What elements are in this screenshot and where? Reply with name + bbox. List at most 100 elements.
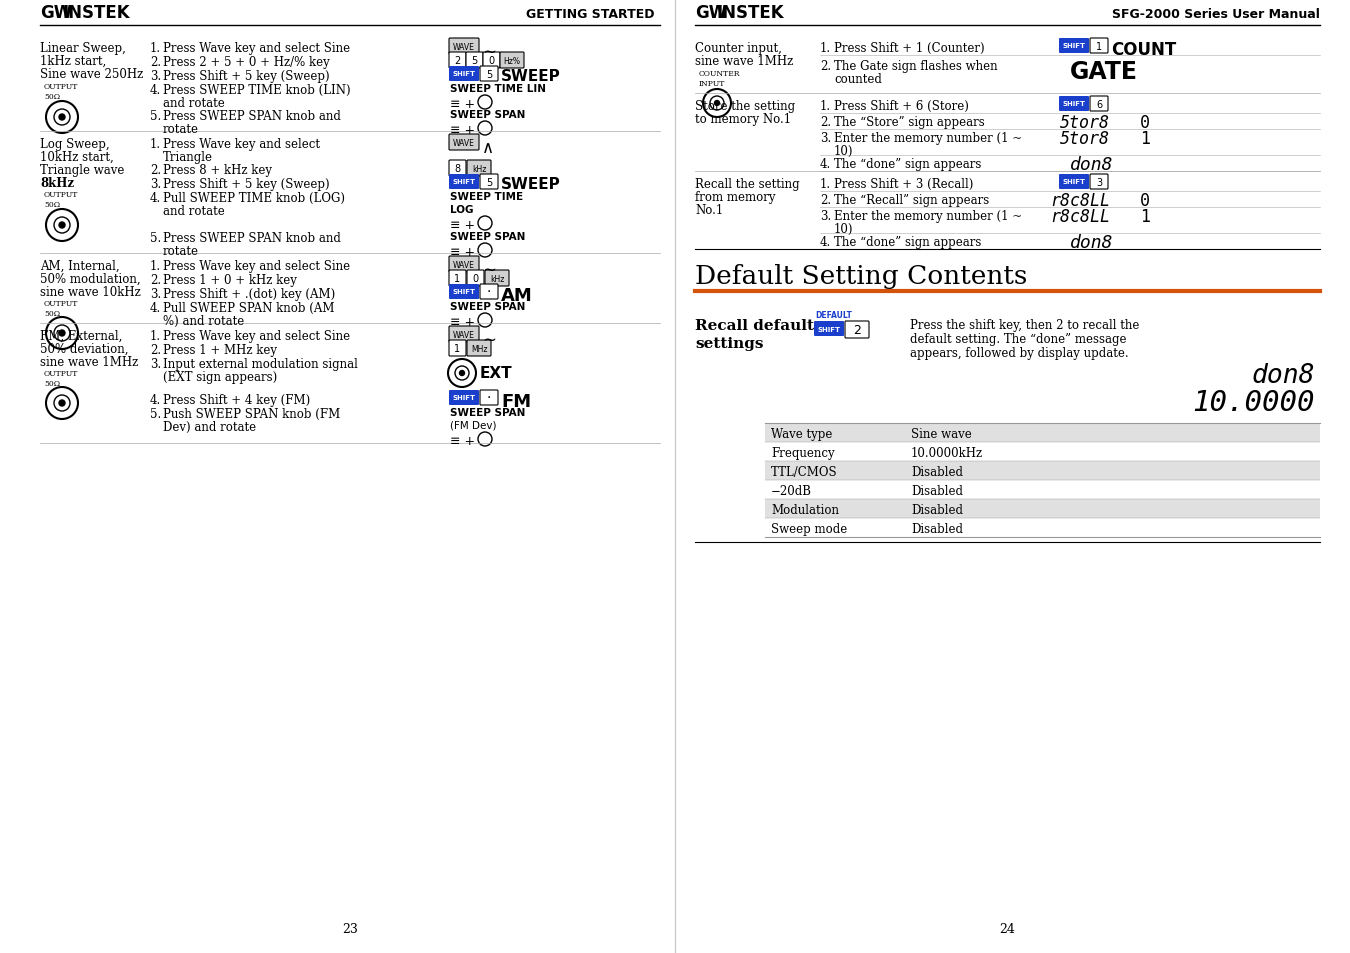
FancyBboxPatch shape — [1089, 39, 1108, 54]
Text: 3.: 3. — [150, 178, 161, 191]
Text: kHz: kHz — [471, 164, 486, 173]
Text: 1.: 1. — [819, 178, 832, 191]
Text: 3.: 3. — [819, 210, 832, 223]
Text: Modulation: Modulation — [771, 503, 838, 517]
Text: Recall default: Recall default — [695, 318, 814, 333]
Text: Sine wave 250Hz: Sine wave 250Hz — [40, 68, 143, 81]
FancyBboxPatch shape — [467, 271, 485, 287]
Bar — [765, 423, 1320, 442]
Text: GETTING STARTED: GETTING STARTED — [526, 8, 655, 21]
Text: Linear Sweep,: Linear Sweep, — [40, 42, 126, 55]
Text: 0: 0 — [489, 56, 494, 66]
Text: Press 8 + kHz key: Press 8 + kHz key — [163, 164, 271, 177]
Text: SWEEP SPAN: SWEEP SPAN — [450, 408, 525, 417]
Text: Press Wave key and select Sine: Press Wave key and select Sine — [163, 260, 350, 273]
Text: SWEEP SPAN: SWEEP SPAN — [450, 110, 525, 120]
Text: Press 2 + 5 + 0 + Hz/% key: Press 2 + 5 + 0 + Hz/% key — [163, 56, 329, 69]
Text: ∼: ∼ — [482, 43, 495, 61]
Text: SWEEP: SWEEP — [501, 177, 560, 192]
Text: LOG: LOG — [450, 205, 474, 214]
Text: −20dB: −20dB — [771, 484, 811, 497]
Text: ∼: ∼ — [482, 261, 495, 278]
Text: 5tor8: 5tor8 — [1060, 113, 1110, 132]
FancyBboxPatch shape — [450, 135, 479, 151]
Text: WAVE: WAVE — [454, 260, 475, 269]
Text: SWEEP SPAN: SWEEP SPAN — [450, 302, 525, 312]
Text: WAVE: WAVE — [454, 43, 475, 51]
Text: The “Recall” sign appears: The “Recall” sign appears — [834, 193, 990, 207]
Text: Input external modulation signal: Input external modulation signal — [163, 357, 358, 371]
Text: 6: 6 — [1096, 99, 1102, 110]
Text: Press Shift + 6 (Store): Press Shift + 6 (Store) — [834, 100, 969, 112]
Text: from memory: from memory — [695, 191, 775, 204]
Text: 1.: 1. — [150, 330, 161, 343]
Text: Press the shift key, then 2 to recall the: Press the shift key, then 2 to recall th… — [910, 318, 1139, 332]
FancyBboxPatch shape — [1058, 39, 1089, 54]
Text: 1: 1 — [1096, 42, 1102, 51]
Text: No.1: No.1 — [695, 204, 724, 216]
Text: 1.: 1. — [819, 100, 832, 112]
FancyBboxPatch shape — [483, 53, 499, 69]
Text: SWEEP: SWEEP — [501, 69, 560, 84]
Text: 10kHz start,: 10kHz start, — [40, 151, 113, 164]
Text: SHIFT: SHIFT — [1062, 101, 1085, 108]
FancyBboxPatch shape — [450, 53, 466, 69]
Text: Disabled: Disabled — [911, 503, 963, 517]
Text: The “Store” sign appears: The “Store” sign appears — [834, 116, 984, 129]
Text: SHIFT: SHIFT — [452, 179, 475, 185]
Text: Log Sweep,: Log Sweep, — [40, 138, 109, 151]
Text: SWEEP TIME: SWEEP TIME — [450, 192, 522, 202]
FancyBboxPatch shape — [1058, 174, 1089, 190]
Text: Triangle wave: Triangle wave — [40, 164, 124, 177]
Text: 50% modulation,: 50% modulation, — [40, 273, 140, 286]
Text: 4.: 4. — [150, 302, 161, 314]
Text: ·: · — [487, 285, 491, 299]
Text: (EXT sign appears): (EXT sign appears) — [163, 371, 277, 384]
Text: 4.: 4. — [150, 394, 161, 407]
Text: Press Shift + .(dot) key (AM): Press Shift + .(dot) key (AM) — [163, 288, 335, 301]
Text: default setting. The “done” message: default setting. The “done” message — [910, 333, 1126, 346]
Text: TTL/CMOS: TTL/CMOS — [771, 465, 837, 478]
Circle shape — [59, 115, 65, 121]
FancyBboxPatch shape — [450, 256, 479, 273]
Text: SHIFT: SHIFT — [452, 289, 475, 295]
Text: Disabled: Disabled — [911, 522, 963, 536]
Text: 24: 24 — [999, 923, 1015, 935]
Text: SWEEP SPAN: SWEEP SPAN — [450, 232, 525, 242]
Text: 5.: 5. — [150, 408, 161, 420]
FancyBboxPatch shape — [814, 322, 844, 336]
Text: 10.0000: 10.0000 — [1192, 389, 1315, 416]
Text: SWEEP TIME LIN: SWEEP TIME LIN — [450, 84, 545, 94]
Text: ≡ +: ≡ + — [450, 435, 475, 448]
Text: 4.: 4. — [150, 192, 161, 205]
Text: 3.: 3. — [150, 288, 161, 301]
Text: COUNT: COUNT — [1111, 41, 1176, 59]
FancyBboxPatch shape — [450, 67, 479, 82]
Text: Press Shift + 5 key (Sweep): Press Shift + 5 key (Sweep) — [163, 178, 329, 191]
Text: 50Ω: 50Ω — [45, 379, 61, 388]
Text: Sweep mode: Sweep mode — [771, 522, 848, 536]
Text: r8c8LL: r8c8LL — [1050, 192, 1110, 210]
Text: 3.: 3. — [150, 357, 161, 371]
Text: 8: 8 — [455, 164, 460, 173]
FancyBboxPatch shape — [467, 340, 491, 356]
FancyBboxPatch shape — [466, 53, 483, 69]
Circle shape — [59, 223, 65, 229]
Text: 0: 0 — [1139, 113, 1150, 132]
Text: don8: don8 — [1251, 363, 1315, 389]
FancyBboxPatch shape — [467, 161, 491, 177]
Text: 1: 1 — [1139, 208, 1150, 226]
FancyBboxPatch shape — [481, 391, 498, 406]
Text: 2.: 2. — [150, 274, 161, 287]
Circle shape — [459, 371, 464, 376]
FancyBboxPatch shape — [485, 271, 509, 287]
Text: SFG-2000 Series User Manual: SFG-2000 Series User Manual — [1112, 8, 1320, 21]
Text: WAVE: WAVE — [454, 138, 475, 148]
FancyBboxPatch shape — [481, 285, 498, 299]
Text: 50Ω: 50Ω — [45, 310, 61, 317]
FancyBboxPatch shape — [1058, 97, 1089, 112]
Text: 4.: 4. — [150, 84, 161, 97]
Text: AM, Internal,: AM, Internal, — [40, 260, 120, 273]
FancyBboxPatch shape — [450, 271, 466, 287]
Text: 5: 5 — [471, 56, 478, 66]
